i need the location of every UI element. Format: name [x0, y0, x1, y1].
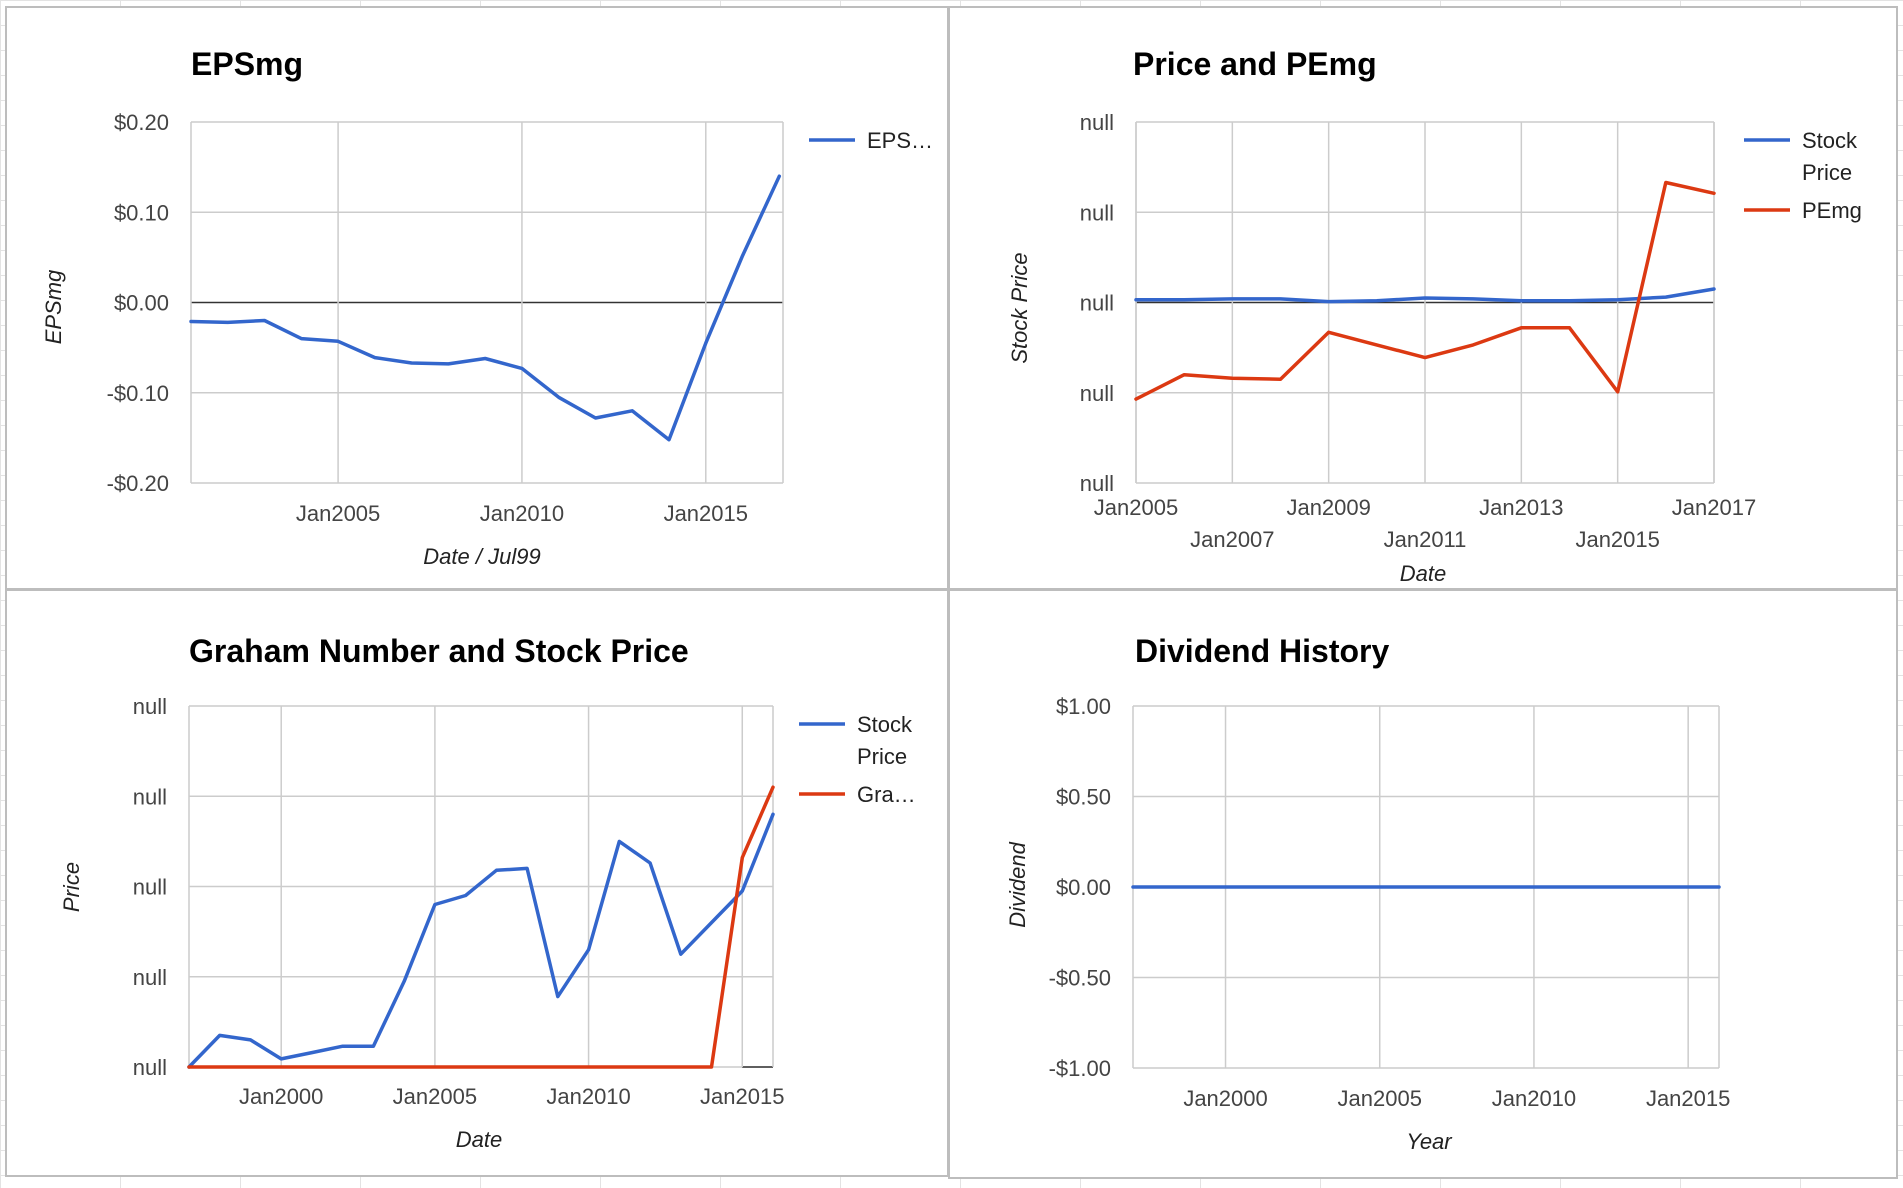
- y-tick-label: null: [133, 875, 167, 900]
- legend-label: Stock Price: [1802, 128, 1858, 185]
- y-tick-label: null: [1080, 200, 1114, 225]
- y-axis-ticks: $1.00 $0.50 $0.00 -$0.50 -$1.00: [1049, 694, 1111, 1081]
- x-axis-label: Date: [1400, 561, 1446, 586]
- y-tick-label: null: [1080, 471, 1114, 496]
- series-lines: [1134, 180, 1716, 401]
- x-tick-label: Jan2010: [546, 1084, 630, 1109]
- x-axis-ticks: Jan2005 Jan2010 Jan2015: [296, 501, 748, 526]
- series-line-2: [187, 785, 775, 1069]
- chart-title: Graham Number and Stock Price: [189, 633, 689, 669]
- y-tick-label: null: [133, 694, 167, 719]
- x-axis-label: Date: [456, 1127, 502, 1152]
- x-tick-label: Jan2011: [1384, 527, 1467, 552]
- y-tick-label: -$1.00: [1049, 1056, 1111, 1081]
- chart-dividend-history: Dividend History $1.00 $0.50 $0.00 -$0.50 -$…: [1005, 633, 1730, 1154]
- x-tick-label: Jan2017: [1672, 495, 1756, 520]
- series-line-1: [189, 174, 782, 442]
- y-tick-label: null: [133, 965, 167, 990]
- y-tick-label: null: [1080, 291, 1114, 316]
- chart-title: EPSmg: [191, 46, 303, 82]
- x-tick-label: Jan2015: [700, 1084, 784, 1109]
- legend-label: Stock Price: [857, 712, 913, 769]
- chart-panel-graham-number[interactable]: Graham Number and Stock Price null null nu…: [5, 589, 949, 1177]
- x-tick-label: Jan2000: [239, 1084, 323, 1109]
- legend-label: Gra…: [857, 782, 916, 807]
- x-axis-ticks: Jan2000 Jan2005 Jan2010 Jan2015: [1183, 1086, 1730, 1111]
- x-tick-label: Jan2000: [1183, 1086, 1267, 1111]
- x-tick-label: Jan2009: [1286, 495, 1370, 520]
- y-tick-label: null: [133, 1055, 167, 1080]
- x-axis-label: Date / Jul99: [423, 544, 540, 569]
- chart-graham-number: Graham Number and Stock Price nullnullnu…: [59, 633, 916, 1152]
- y-axis-label: Dividend: [1005, 841, 1030, 927]
- y-tick-label: -$0.20: [107, 471, 169, 496]
- series-line-1: [1134, 287, 1716, 304]
- y-axis-ticks: null null null null null: [1080, 110, 1114, 496]
- y-tick-label: null: [133, 784, 167, 809]
- chart-epsmg: EPSmg $0.20 $0.10 $0.00 -$0.10 -$0.20 Jan200…: [41, 46, 933, 569]
- legend: Stock Price PEmg: [1744, 128, 1862, 223]
- x-tick-label: Jan2015: [1646, 1086, 1730, 1111]
- series-line-1: [187, 812, 775, 1069]
- x-axis-ticks: Jan2000 Jan2005 Jan2010 Jan2015: [239, 1084, 784, 1109]
- x-tick-label: Jan2007: [1190, 527, 1274, 552]
- y-axis-label: Price: [59, 862, 84, 912]
- x-axis-label: Year: [1406, 1129, 1453, 1154]
- chart-price-pemg: Price and PEmg null null null null null Jan2…: [1007, 46, 1862, 586]
- y-tick-label: $1.00: [1056, 694, 1111, 719]
- legend: EPS…: [809, 128, 933, 153]
- x-tick-label: Jan2013: [1479, 495, 1563, 520]
- x-axis-ticks: Jan2005 Jan2007 Jan2009 Jan2011 Jan2013 Jan20…: [1094, 495, 1756, 552]
- series-line-2: [1134, 180, 1716, 401]
- legend-label: EPS…: [867, 128, 933, 153]
- gridlines: [188, 705, 774, 1068]
- y-tick-label: $0.50: [1056, 785, 1111, 810]
- x-tick-label: Jan2005: [393, 1084, 477, 1109]
- x-tick-label: Jan2010: [480, 501, 564, 526]
- gridlines: [1135, 121, 1715, 484]
- y-tick-label: -$0.10: [107, 381, 169, 406]
- x-tick-label: Jan2015: [1575, 527, 1659, 552]
- y-tick-label: $0.10: [114, 200, 169, 225]
- legend-label: PEmg: [1802, 198, 1862, 223]
- y-tick-label: null: [1080, 110, 1114, 135]
- y-axis-ticks: $0.20 $0.10 $0.00 -$0.10 -$0.20: [107, 110, 169, 496]
- gridlines: [190, 121, 784, 484]
- y-axis-label: EPSmg: [41, 269, 66, 344]
- y-tick-label: null: [1080, 381, 1114, 406]
- legend: Stock Price Gra…: [799, 712, 916, 807]
- chart-title: Dividend History: [1135, 633, 1389, 669]
- y-tick-label: $0.20: [114, 110, 169, 135]
- chart-panel-epsmg[interactable]: EPSmg $0.20 $0.10 $0.00 -$0.10 -$0.20 Jan200…: [5, 6, 949, 590]
- x-tick-label: Jan2015: [664, 501, 748, 526]
- series-lines: [187, 785, 775, 1069]
- y-tick-label: -$0.50: [1049, 966, 1111, 991]
- y-tick-label: $0.00: [1056, 875, 1111, 900]
- y-tick-label: $0.00: [114, 291, 169, 316]
- y-axis-ticks: null null null null null: [133, 694, 167, 1080]
- x-tick-label: Jan2005: [1094, 495, 1178, 520]
- x-tick-label: Jan2005: [1338, 1086, 1422, 1111]
- x-tick-label: Jan2010: [1492, 1086, 1576, 1111]
- series-lines: [189, 174, 782, 442]
- chart-panel-dividend-history[interactable]: Dividend History $1.00 $0.50 $0.00 -$0.50 -$…: [948, 589, 1898, 1179]
- chart-title: Price and PEmg: [1133, 46, 1377, 82]
- y-axis-label: Stock Price: [1007, 252, 1032, 363]
- chart-panel-price-pemg[interactable]: Price and PEmg null null null null null Jan2…: [948, 6, 1898, 590]
- x-tick-label: Jan2005: [296, 501, 380, 526]
